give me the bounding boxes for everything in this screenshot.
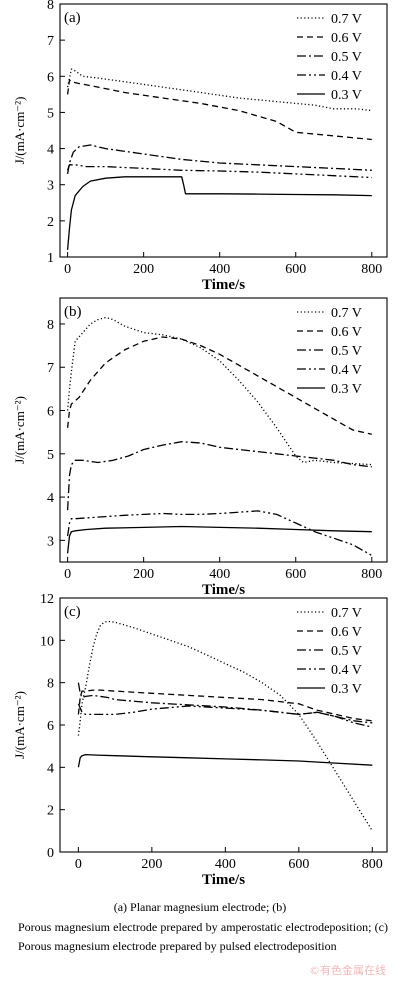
x-tick-label: 200 — [133, 567, 154, 582]
series-line-05 — [77, 682, 373, 724]
y-tick-label: 4 — [47, 143, 54, 158]
figure-caption-line1: (a) Planar magnesium electrode; (b) — [113, 900, 287, 914]
x-tick-label: 200 — [133, 262, 154, 277]
x-tick-label: 600 — [285, 262, 306, 277]
y-tick-label: 8 — [47, 677, 54, 692]
series-line-06 — [66, 79, 372, 141]
y-tick-label: 7 — [47, 34, 54, 49]
y-tick-label: 7 — [47, 361, 54, 376]
series-line-04 — [66, 510, 373, 557]
y-tick-label: 0 — [47, 846, 54, 861]
y-tick-label: 6 — [47, 70, 54, 85]
series-line-07 — [77, 620, 373, 832]
y-tick-label: 3 — [47, 534, 54, 549]
plot-frame — [59, 297, 388, 563]
legend-label: 0.5 V — [331, 644, 362, 659]
y-tick-label: 4 — [47, 761, 54, 776]
x-tick-label: 600 — [285, 567, 306, 582]
x-tick-label: 0 — [64, 262, 71, 277]
series-line-04 — [66, 164, 372, 179]
panel-label: (a) — [64, 10, 81, 26]
y-tick-label: 4 — [47, 491, 54, 506]
legend-label: 0.4 V — [331, 363, 362, 378]
legend-label: 0.3 V — [331, 682, 362, 697]
y-tick-label: 12 — [40, 592, 54, 607]
x-tick-label: 800 — [362, 857, 383, 872]
series-line-06 — [77, 689, 373, 722]
series-line-05 — [66, 441, 372, 511]
chart-panel-1: 0 200 400 600 800 1 2 3 4 5 6 7 8 Time/s J/(mA·cm⁻²) (a… — [12, 0, 388, 293]
y-tick-label: 8 — [47, 0, 54, 13]
figure-panels: 0 200 400 600 80012345678Time/sJ/(mA·cm⁻²)(a… — [12, 0, 388, 888]
legend-label: 0.6 V — [331, 625, 362, 640]
y-tick-label: 2 — [47, 215, 54, 230]
y-tick-label: 2 — [47, 804, 54, 819]
legend-label: 0.3 V — [331, 88, 362, 103]
x-tick-label: 200 — [141, 857, 162, 872]
x-tick-label: 400 — [209, 567, 230, 582]
x-tick-label: 0 — [64, 567, 71, 582]
y-axis-label: J/(mA·cm⁻²) — [12, 97, 27, 165]
y-tick-label: 1 — [47, 251, 54, 266]
x-axis-label: Time/s — [202, 582, 245, 598]
y-axis-label: J/(mA·cm⁻²) — [12, 691, 27, 759]
legend-label: 0.4 V — [331, 69, 362, 84]
y-tick-label: 6 — [47, 405, 54, 420]
legend-label: 0.7 V — [331, 606, 362, 621]
legend-label: 0.6 V — [331, 31, 362, 46]
y-axis-label: J/(mA·cm⁻²) — [12, 396, 27, 464]
legend-label: 0.5 V — [331, 344, 362, 359]
legend-label: 0.4 V — [331, 663, 362, 678]
x-tick-label: 800 — [361, 262, 382, 277]
series-line-06 — [66, 336, 372, 435]
series-line-03 — [66, 525, 372, 554]
x-tick-label: 400 — [215, 857, 236, 872]
plot-frame — [59, 3, 388, 258]
legend-label: 0.7 V — [331, 12, 362, 27]
y-tick-label: 8 — [47, 318, 54, 333]
chart-panel-3: 0 200 400 600 800 0 2 4 6 8 10 12 Time/s J/(mA·cm⁻²) (… — [12, 592, 388, 888]
legend-label: 0.6 V — [331, 325, 362, 340]
panel-label: (c) — [64, 604, 81, 620]
series-line-04 — [77, 703, 373, 728]
series-line-03 — [77, 753, 373, 768]
y-tick-label: 5 — [47, 106, 54, 121]
series-line-07 — [66, 68, 372, 112]
series-line-03 — [66, 176, 372, 250]
x-tick-label: 800 — [361, 567, 382, 582]
y-tick-label: 10 — [40, 634, 54, 649]
series-line-07 — [66, 316, 372, 466]
legend-label: 0.5 V — [331, 50, 362, 65]
legend-label: 0.7 V — [331, 306, 362, 321]
x-tick-label: 400 — [209, 262, 230, 277]
x-tick-label: 0 — [75, 857, 82, 872]
legend-label: 0.3 V — [331, 382, 362, 397]
y-tick-label: 5 — [47, 448, 54, 463]
y-tick-label: 3 — [47, 179, 54, 194]
watermark: ©有色金属在线 — [309, 964, 386, 977]
x-axis-label: Time/s — [202, 872, 245, 888]
panel-label: (b) — [64, 304, 82, 320]
chart-panel-2: 0 200 400 600 800 3 4 5 6 7 8 Time/s J/(mA·cm⁻²) (b) 0… — [12, 297, 388, 598]
series-line-05 — [66, 144, 372, 175]
x-tick-label: 600 — [288, 857, 309, 872]
y-tick-label: 6 — [47, 719, 54, 734]
x-axis-label: Time/s — [202, 277, 245, 293]
figure-caption-line2: Porous magnesium electrode prepared by a… — [18, 920, 388, 953]
